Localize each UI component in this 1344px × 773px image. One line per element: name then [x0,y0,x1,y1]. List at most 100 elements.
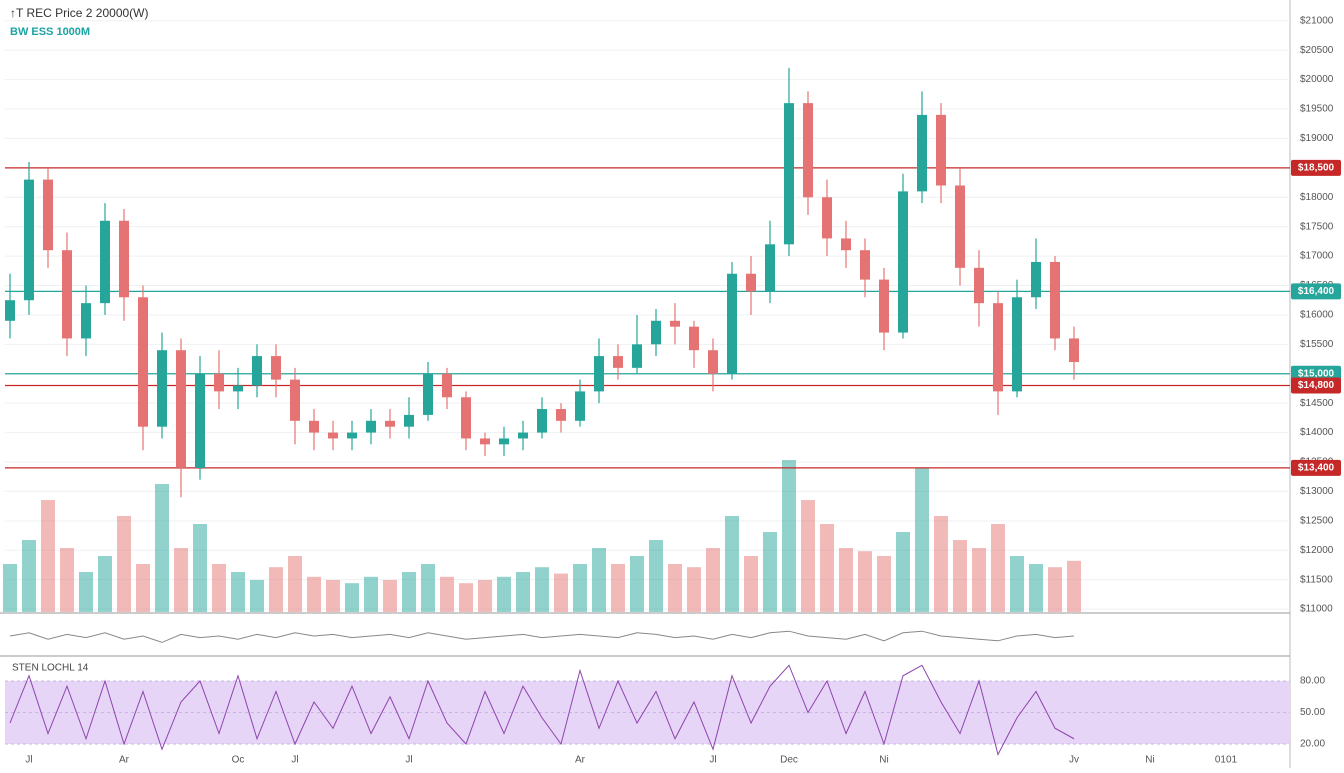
candle-body [803,103,813,198]
x-tick-label: Ni [1145,755,1154,766]
x-tick-label: 0101 [1215,755,1238,766]
volume-bar [269,567,283,612]
volume-bar [877,556,891,612]
candle-body [1050,261,1060,339]
candle-body [385,420,395,427]
x-tick-label: Dec [780,755,798,766]
level-label: $14,800 [1298,380,1335,391]
candle-body [556,409,566,421]
candle-body [974,267,984,304]
y-tick-label: $17000 [1300,251,1334,262]
volume-bar [41,500,55,612]
volume-bar [858,551,872,612]
y-tick-label: $13000 [1300,486,1334,497]
volume-bar [193,524,207,612]
volume-bar [763,532,777,612]
candle-body [309,420,319,433]
volume-bar [782,460,796,612]
volume-bar [345,583,359,612]
candle-body [1012,297,1022,392]
candle-body [271,356,281,380]
volume-bar [725,516,739,612]
x-tick-label: Ni [879,755,888,766]
volume-bar [231,572,245,612]
volume-bar [60,548,74,612]
volume-bar [212,564,226,612]
candle-body [100,220,110,304]
volume-bar [630,556,644,612]
x-tick-label: Oc [232,755,245,766]
volume-bar [934,516,948,612]
volume-bar [98,556,112,612]
candle-body [898,191,908,333]
y-tick-label: $14000 [1300,427,1334,438]
chart-subtitle: BW ESS 1000M [10,26,90,38]
level-badge [1291,283,1341,300]
level-label: $18,500 [1298,162,1335,173]
volume-bar [440,576,454,612]
volume-bar [554,573,568,612]
volume-bar [991,524,1005,612]
candle-body [727,273,737,374]
candle-body [328,432,338,439]
candle-body [860,250,870,280]
y-tick-label: $17500 [1300,221,1334,232]
volume-bar [820,524,834,612]
volume-bar [117,516,131,612]
level-badge [1291,377,1341,394]
candle-body [347,432,357,439]
candle-body [746,273,756,292]
volume-bar [402,572,416,612]
x-tick-label: Jl [291,755,298,766]
candle-body [784,103,794,245]
candle-body [233,385,243,392]
volume-bar [79,572,93,612]
volume-bar [1048,567,1062,612]
candle-body [594,356,604,392]
volume-bar [155,484,169,612]
candle-body [43,179,53,251]
candle-body [442,373,452,398]
volume-bar [459,583,473,612]
candle-body [936,114,946,186]
rsi-tick-label: 50.00 [1300,707,1325,718]
x-tick-label: Ar [119,755,130,766]
candle-body [138,297,148,427]
level-label: $16,400 [1298,286,1335,297]
volume-bar [1029,564,1043,612]
candle-body [670,320,680,327]
candle-body [5,300,15,321]
volume-bar [592,548,606,612]
candle-body [252,356,262,386]
candle-body [955,185,965,268]
candle-body [423,373,433,415]
candle-body [575,391,585,421]
volume-bar [801,500,815,612]
volume-bar [915,468,929,612]
volume-bar [535,567,549,612]
volume-bar [326,580,340,612]
candle-body [765,244,775,292]
volume-bar [250,580,264,612]
volume-bar [611,564,625,612]
volume-bar [706,548,720,612]
chart-title: ↑T REC Price 2 20000(W) [10,6,149,20]
volume-bar [516,572,530,612]
volume-bar [3,564,17,612]
candle-body [537,409,547,433]
volume-bar [288,556,302,612]
y-tick-label: $11500 [1300,574,1333,585]
candle-body [119,220,129,298]
level-badge [1291,159,1341,176]
candle-body [81,303,91,339]
candle-body [689,326,699,351]
y-tick-label: $16000 [1300,310,1334,321]
volume-bar [497,576,511,612]
volume-bar [22,540,36,612]
candle-body [993,303,1003,392]
y-tick-label: $12500 [1300,515,1334,526]
level-label: $13,400 [1298,463,1335,474]
candle-body [24,179,34,301]
level-badge [1291,459,1341,476]
